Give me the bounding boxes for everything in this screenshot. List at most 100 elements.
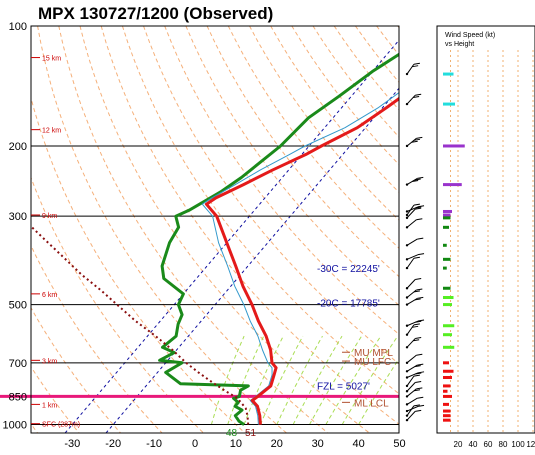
- wind-barb: [406, 254, 424, 261]
- wind-barb-base: [406, 390, 408, 392]
- wind-barb: [406, 397, 423, 405]
- wind-barb: [406, 320, 424, 327]
- wind-barb-staff: [407, 290, 416, 298]
- wind-barb-base: [406, 370, 408, 372]
- height-label: 9 km: [42, 213, 57, 220]
- wind-barb-base: [406, 395, 408, 397]
- wind-barbs: [406, 63, 424, 421]
- wind-barb: [406, 278, 421, 289]
- wind-speed-bar: [443, 324, 454, 327]
- wind-barb-staff: [407, 239, 417, 245]
- wind-speed-bar: [443, 183, 462, 186]
- wind-speed-bar: [443, 287, 451, 290]
- height-label: 6 km: [42, 292, 57, 299]
- wind-barb-feather: [414, 405, 420, 406]
- wind-barb-base: [406, 419, 408, 421]
- height-label: 12 km: [42, 128, 61, 135]
- wind-speed-bar: [443, 258, 451, 261]
- wind-barb-feather: [415, 278, 421, 279]
- wind-barb-base: [406, 403, 408, 405]
- wind-barb-base: [406, 346, 408, 348]
- wind-barb: [406, 364, 423, 372]
- wind-barb-feather: [416, 289, 422, 290]
- wind-speed-bar: [443, 361, 449, 364]
- wind-barb-feather: [416, 388, 422, 389]
- temperature-tick-label: 50: [393, 438, 405, 450]
- pressure-tick-label: 850: [9, 391, 27, 403]
- wind-barb-base: [406, 210, 408, 212]
- height-label: SFC (287m): [42, 422, 80, 429]
- wind-barb-base: [406, 145, 408, 147]
- temperature-tick-label: -10: [146, 438, 162, 450]
- temperature-tick-label: 30: [312, 438, 324, 450]
- wind-barb-feather: [416, 354, 422, 355]
- wind-speed-tick-label: 60: [484, 440, 493, 449]
- wind-barb-staff: [407, 355, 416, 363]
- wind-barb-base: [406, 226, 408, 228]
- wind-barb: [406, 297, 423, 305]
- wind-barb-base: [406, 376, 408, 378]
- pressure-tick-label: 300: [9, 211, 27, 223]
- pressure-tick-label: 500: [9, 300, 27, 312]
- pressure-tick-label: 700: [9, 358, 27, 370]
- wind-barb: [406, 177, 423, 185]
- wind-panel-title-line1: Wind Speed (kt): [445, 32, 495, 39]
- wind-speed-bar: [443, 395, 452, 398]
- wind-barb-base: [406, 414, 408, 416]
- wind-barb: [406, 338, 421, 349]
- wind-barb-staff: [407, 95, 415, 104]
- wind-barb-feather: [418, 254, 424, 255]
- wind-barb-feather: [415, 381, 421, 382]
- temperature-tick-label: -20: [105, 438, 121, 450]
- pressure-tick-label: 200: [9, 141, 27, 153]
- wind-barb-feather: [414, 375, 420, 376]
- wind-speed-bar: [443, 244, 447, 247]
- wind-barb-base: [406, 287, 408, 289]
- wind-barb-feather: [416, 219, 422, 220]
- isotherm-annotation-minus20: -20C = 17785': [317, 299, 380, 310]
- wind-speed-tick-label: 80: [499, 440, 508, 449]
- temperature-tick-label: -30: [64, 438, 80, 450]
- wind-barb-base: [406, 258, 408, 260]
- wind-barb-feather: [414, 63, 420, 64]
- wind-speed-bar: [443, 403, 449, 406]
- wind-speed-bar: [443, 303, 452, 306]
- wind-barb-staff: [407, 279, 415, 288]
- wind-speed-bar: [443, 414, 451, 417]
- wind-barb-base: [406, 333, 408, 335]
- wind-speed-bar: [443, 346, 454, 349]
- wind-barb: [406, 204, 420, 216]
- wind-speed-tick-label: 20: [454, 440, 463, 449]
- wind-barb-feather: [415, 410, 421, 411]
- wind-barb-feather: [414, 257, 420, 258]
- height-label: 3 km: [42, 358, 57, 365]
- temperature-tick-label: 0: [192, 438, 198, 450]
- wind-barb-feather: [417, 177, 423, 178]
- wind-barb-base: [406, 385, 408, 387]
- wind-barb-base: [406, 267, 408, 269]
- wind-barb: [406, 137, 423, 147]
- wind-speed-bar: [443, 370, 454, 373]
- wind-barb: [406, 219, 423, 229]
- wind-speed-bar: [443, 410, 451, 413]
- wind-barb-base: [406, 410, 408, 412]
- wind-speed-bar: [443, 216, 451, 219]
- plot-area: [31, 26, 399, 433]
- temperature-tick-label: 20: [271, 438, 283, 450]
- wind-speed-bar: [443, 384, 451, 387]
- surface-temperature-value: 51: [245, 428, 257, 439]
- wind-barb: [406, 372, 424, 379]
- wind-barb-feather: [418, 405, 424, 406]
- temperature-tick-label: 10: [230, 438, 242, 450]
- wind-barb-base: [406, 303, 408, 305]
- wind-barb-feather: [416, 137, 422, 138]
- wind-speed-bar: [443, 267, 447, 270]
- chart-title: MPX 130727/1200 (Observed): [38, 4, 273, 23]
- pressure-tick-label: 100: [9, 21, 27, 33]
- wind-barb: [406, 63, 420, 75]
- surface-dewpoint-value: 48: [226, 428, 238, 439]
- parcel-level-label: MU LFC: [354, 357, 391, 368]
- wind-barb-staff: [407, 339, 415, 348]
- wind-barb-base: [406, 296, 408, 298]
- wind-barb-feather: [415, 338, 421, 339]
